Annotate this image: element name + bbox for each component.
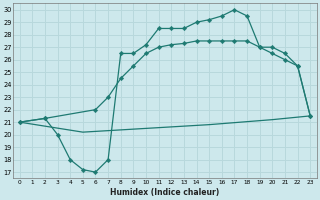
X-axis label: Humidex (Indice chaleur): Humidex (Indice chaleur) [110,188,220,197]
